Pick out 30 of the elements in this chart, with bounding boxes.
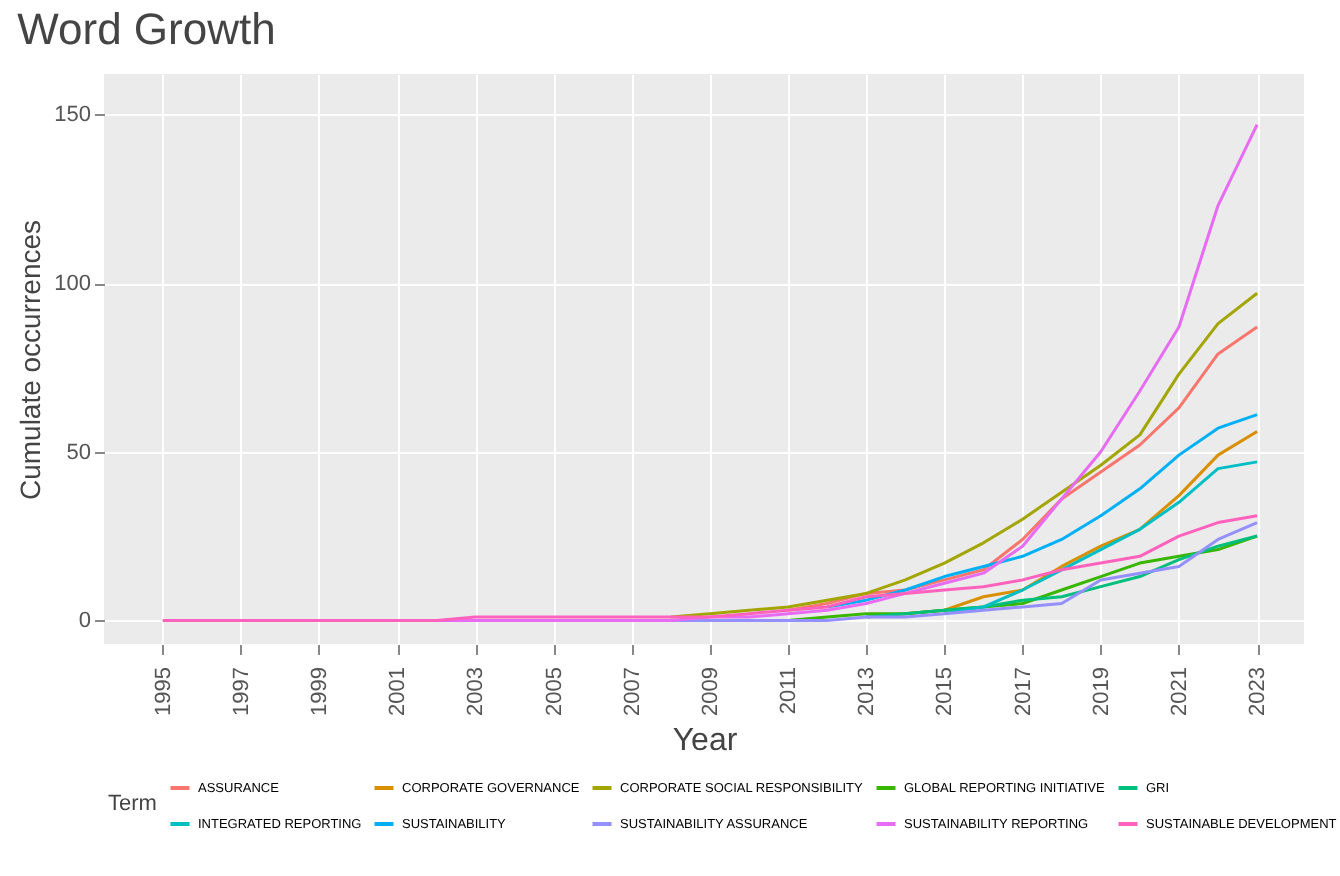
x-axis-title: Year xyxy=(672,723,739,758)
line-series xyxy=(669,521,1259,622)
x-tick-label: 2007 xyxy=(620,667,645,716)
legend-title: Term xyxy=(108,792,157,816)
x-tick-label: 2019 xyxy=(1089,667,1114,716)
y-tick-label: 150 xyxy=(54,103,91,128)
y-axis-title: Cumulate occurrences xyxy=(14,219,47,501)
line-series xyxy=(669,291,1259,619)
chart-title: Word Growth xyxy=(17,4,276,54)
x-tick-label: 2009 xyxy=(698,667,723,716)
line-series xyxy=(864,534,1259,619)
line-series xyxy=(825,413,1259,609)
x-tick-label: 2023 xyxy=(1246,667,1271,716)
y-tick-label: 50 xyxy=(66,440,91,465)
x-tick-label: 2005 xyxy=(542,667,567,716)
line-series xyxy=(942,460,1259,616)
x-tick-label: 2015 xyxy=(933,667,958,716)
x-tick-label: 1997 xyxy=(229,667,254,716)
x-tick-label: 2013 xyxy=(855,667,880,716)
y-tick-label: 0 xyxy=(78,609,91,634)
x-tick-label: 2003 xyxy=(464,667,489,716)
line-series xyxy=(786,325,1259,612)
x-tick-label: 2017 xyxy=(1011,667,1036,716)
line-series xyxy=(161,514,1259,622)
y-tick-label: 100 xyxy=(54,272,91,297)
x-tick-label: 1999 xyxy=(307,667,332,716)
x-tick-label: 1995 xyxy=(151,667,176,716)
x-tick-label: 2001 xyxy=(386,667,411,716)
x-tick-label: 2011 xyxy=(777,667,802,715)
x-tick-label: 2021 xyxy=(1167,667,1192,716)
